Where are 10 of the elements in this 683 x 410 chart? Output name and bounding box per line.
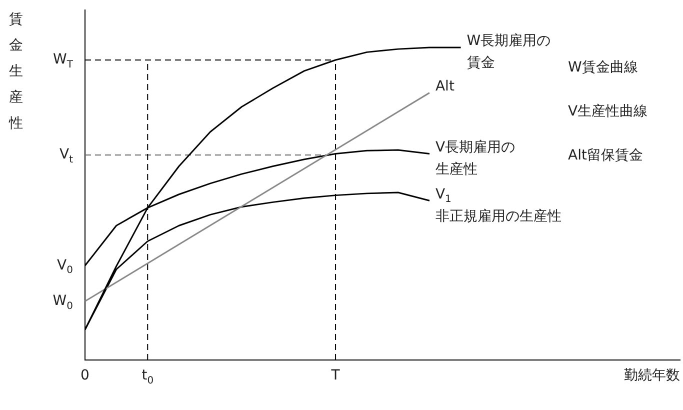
series-label: W長期雇用の賃金	[466, 33, 551, 72]
x-axis-title: 勤続年数	[624, 368, 680, 384]
annotation: V生産性曲線	[568, 104, 648, 120]
series-label: V長期雇用の生産性	[435, 139, 516, 178]
x-tick-label: T	[330, 368, 340, 384]
series-label: Alt	[435, 78, 455, 94]
y-axis-title: 賃金生産性	[8, 12, 23, 132]
x-tick-label: 0	[80, 368, 90, 384]
annotation: W賃金曲線	[568, 60, 638, 76]
annotation: Alt留保賃金	[568, 148, 643, 164]
